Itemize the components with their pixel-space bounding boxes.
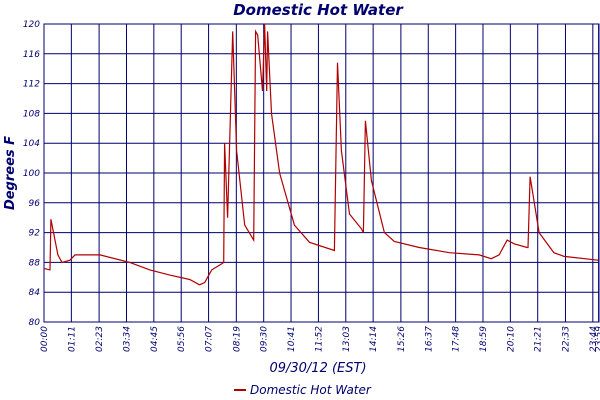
y-tick-label: 88 [29,258,41,268]
y-tick-label: 108 [23,109,40,119]
y-tick-label: 112 [23,80,40,90]
y-tick-label: 104 [23,139,40,149]
x-tick-label: 00:00 [40,326,50,352]
x-tick-label: 15:26 [397,326,407,352]
y-tick-label: 80 [29,318,41,328]
x-tick-label: 13:03 [342,326,352,352]
y-axis-label: Degrees F [3,136,18,210]
legend-label: Domestic Hot Water [250,383,372,397]
x-tick-label: 04:45 [150,326,160,352]
y-tick-label: 100 [23,169,40,179]
chart-title: Domestic Hot Water [233,1,404,19]
x-tick-label: 03:34 [122,326,132,352]
x-tick-label: 23:59 [595,326,600,352]
x-tick-label: 02:23 [95,326,105,352]
y-tick-label: 96 [29,199,41,209]
x-tick-label: 11:52 [314,326,324,352]
x-tick-label: 01:11 [67,326,77,352]
x-tick-label: 14:14 [369,326,379,352]
y-tick-label: 84 [29,288,41,298]
data-line [43,23,599,286]
x-tick-label: 20:10 [506,326,516,352]
x-tick-label: 08:19 [232,326,242,352]
y-tick-label: 92 [29,229,41,239]
x-tick-label: 05:56 [177,326,187,352]
x-tick-label: 07:07 [205,326,215,352]
x-tick-label: 17:48 [452,326,462,352]
y-tick-label: 120 [23,20,40,30]
y-tick-label: 116 [23,50,40,60]
x-axis-label: 09/30/12 (EST) [269,361,366,376]
x-tick-label: 16:37 [424,326,434,352]
x-tick-label: 09:30 [260,326,270,352]
x-tick-label: 23:44 [589,326,599,352]
x-tick-label: 18:59 [479,326,489,352]
x-tick-label: 21:21 [534,326,544,352]
x-tick-label: 22:33 [561,326,571,352]
x-tick-label: 10:41 [287,326,297,352]
